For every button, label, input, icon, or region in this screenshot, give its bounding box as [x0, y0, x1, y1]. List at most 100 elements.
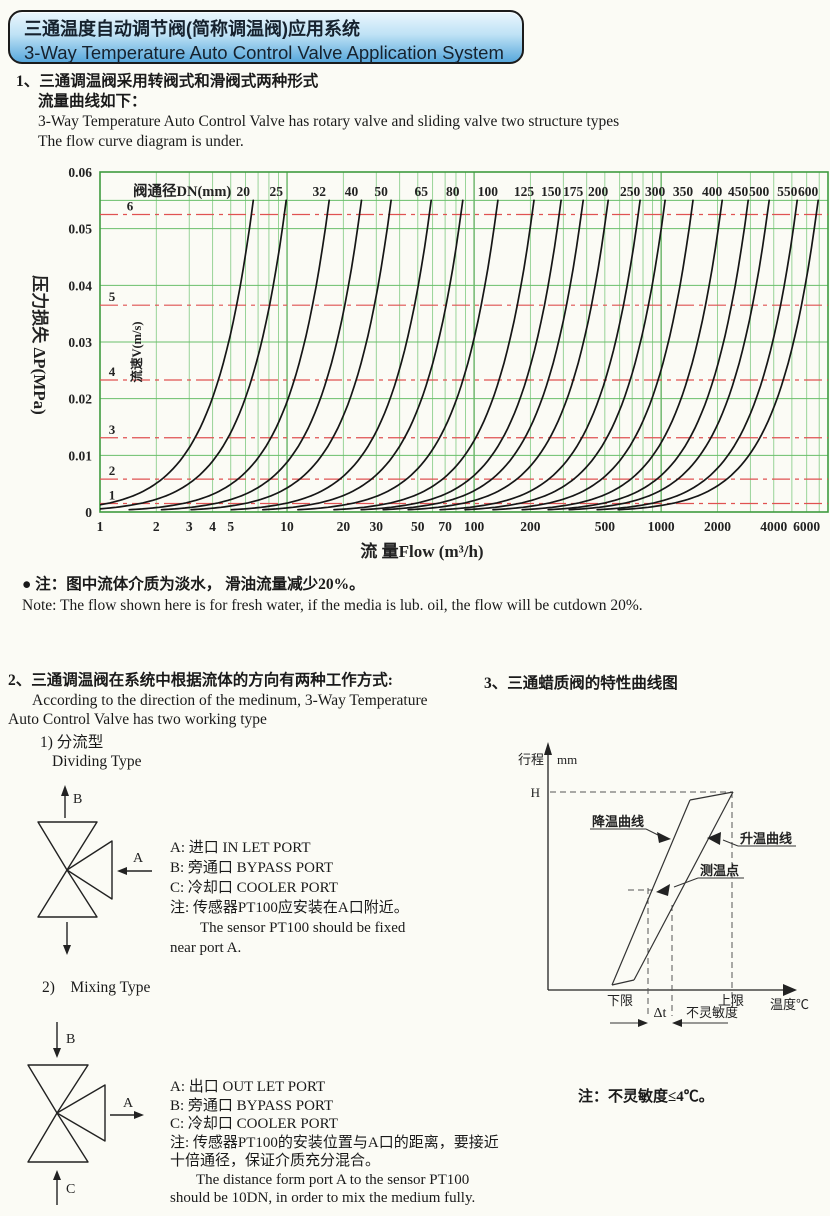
leader-arrow-icon: [656, 884, 670, 896]
svg-text:50: 50: [411, 519, 425, 534]
right-arrow-icon: [783, 984, 797, 996]
svg-text:4: 4: [209, 519, 216, 534]
port-b-arrow-icon: [53, 1022, 61, 1058]
valve-body-icon: [37, 821, 113, 918]
svg-text:150: 150: [541, 184, 562, 199]
svg-text:2000: 2000: [704, 519, 731, 534]
chart-note: ● 注：图中流体介质为淡水， 滑油流量减少20%。 Note: The flow…: [22, 574, 643, 616]
port-a-arrow-icon: [110, 1111, 144, 1119]
valve-body-icon: [27, 1064, 106, 1163]
svg-text:550: 550: [777, 184, 798, 199]
axes: [544, 742, 797, 996]
section1-line-en2: The flow curve diagram is under.: [38, 133, 244, 150]
svg-text:1: 1: [97, 519, 104, 534]
svg-text:600: 600: [798, 184, 819, 199]
title-banner: 三通温度自动调节阀(简称调温阀)应用系统 3-Way Temperature A…: [8, 10, 524, 64]
dim-arrow-icon: [638, 1019, 648, 1027]
lower-limit-label: 下限: [607, 993, 633, 1008]
delta-t-dimension: Δt 不灵敏度: [610, 1005, 738, 1027]
svg-text:100: 100: [478, 184, 499, 199]
port-note-en1: The distance form port A to the sensor P…: [196, 1171, 470, 1188]
svg-text:3: 3: [186, 519, 193, 534]
page-title-en: 3-Way Temperature Auto Control Valve App…: [24, 42, 504, 63]
h-label: H: [531, 785, 540, 800]
svg-text:1000: 1000: [648, 519, 675, 534]
insensitivity-label: 不灵敏度: [686, 1005, 738, 1020]
svg-text:65: 65: [414, 184, 428, 199]
flow-curves: [100, 199, 820, 511]
port-b-label: B: [73, 792, 82, 807]
heating-curve-label: 升温曲线: [740, 831, 792, 846]
dividing-type-label-en: Dividing Type: [52, 753, 142, 770]
cooling-curve-label: 降温曲线: [592, 814, 644, 829]
svg-text:0.04: 0.04: [68, 278, 92, 293]
dim-arrow-icon: [672, 1019, 682, 1027]
svg-text:3: 3: [109, 422, 116, 437]
svg-text:流 量Flow (m³/h): 流 量Flow (m³/h): [360, 541, 483, 561]
port-line: A: 出口 OUT LET PORT: [170, 1079, 326, 1095]
port-a-label: A: [123, 1096, 134, 1111]
mixing-port-legend: A: 出口 OUT LET PORT B: 旁通口 BYPASS PORT C:…: [170, 1078, 499, 1208]
svg-text:0.01: 0.01: [68, 448, 92, 463]
section2-en1: According to the direction of the medinu…: [32, 691, 428, 709]
mixing-type-label: 2) Mixing Type: [42, 979, 151, 996]
leader-arrow-icon: [657, 832, 671, 843]
svg-text:30: 30: [370, 519, 384, 534]
svg-text:10: 10: [280, 519, 294, 534]
port-a-label: A: [133, 851, 144, 866]
svg-text:0.03: 0.03: [68, 335, 92, 350]
port-line: C: 冷却口 COOLER PORT: [170, 1116, 338, 1132]
svg-text:500: 500: [749, 184, 770, 199]
port-line: A: 进口 IN LET PORT: [170, 840, 311, 856]
port-note-zh: 注: 传感器PT100应安装在A口附近。: [170, 900, 409, 916]
delta-t-label: Δt: [654, 1006, 667, 1021]
page-title-zh: 三通温度自动调节阀(简称调温阀)应用系统: [24, 19, 360, 39]
heating-curve-callout: 升温曲线: [707, 831, 796, 847]
dividing-type-label-zh: 1) 分流型: [40, 733, 104, 751]
svg-text:80: 80: [446, 184, 460, 199]
chart-note-en: Note: The flow shown here is for fresh w…: [22, 597, 643, 614]
dividing-port-legend: A: 进口 IN LET PORT B: 旁通口 BYPASS PORT C: …: [170, 838, 409, 958]
section2-heading-zh: 2、三通调温阀在系统中根据流体的方向有两种工作方式:: [8, 672, 393, 689]
port-c-arrow-icon: [63, 922, 71, 955]
svg-text:流速V(m/s): 流速V(m/s): [129, 321, 144, 382]
svg-text:250: 250: [620, 184, 641, 199]
svg-text:0: 0: [85, 505, 92, 520]
stroke-axis-label: 行程: [518, 752, 544, 767]
svg-text:500: 500: [595, 519, 616, 534]
svg-text:压力损失 ΔP(MPa): 压力损失 ΔP(MPa): [30, 275, 50, 415]
section2-text: 2、三通调温阀在系统中根据流体的方向有两种工作方式: According to …: [8, 671, 428, 772]
temperature-axis-label: 温度℃: [770, 997, 809, 1012]
svg-text:350: 350: [673, 184, 694, 199]
section1-heading-zh: 1、三通调温阀采用转阀式和滑阀式两种形式: [16, 73, 319, 90]
dividing-valve-diagram: B A: [37, 785, 152, 955]
port-b-label: B: [66, 1032, 75, 1047]
svg-text:20: 20: [337, 519, 351, 534]
svg-text:200: 200: [520, 519, 541, 534]
svg-text:25: 25: [269, 184, 283, 199]
svg-text:0.02: 0.02: [68, 392, 92, 407]
port-c-arrow-icon: [53, 1170, 61, 1205]
svg-text:5: 5: [227, 519, 234, 534]
port-note-en2: should be 10DN, in order to mix the medi…: [170, 1190, 476, 1206]
svg-text:20: 20: [237, 184, 251, 199]
svg-text:2: 2: [153, 519, 160, 534]
stroke-axis-unit: mm: [557, 752, 577, 767]
section1-text: 1、三通调温阀采用转阀式和滑阀式两种形式 流量曲线如下： 3-Way Tempe…: [16, 72, 619, 152]
port-b-arrow-icon: [61, 785, 69, 818]
svg-text:1: 1: [109, 488, 116, 503]
svg-text:2: 2: [109, 463, 116, 478]
reference-dashes: [550, 791, 733, 1016]
leader-arrow-icon: [707, 832, 721, 845]
wax-characteristic-diagram: 行程 mm H 降温曲线 升温曲线: [518, 742, 809, 1027]
section3-heading-zh: 3、三通蜡质阀的特性曲线图: [484, 675, 678, 692]
measure-point-label: 测温点: [700, 863, 739, 878]
section1-line-en1: 3-Way Temperature Auto Control Valve has…: [38, 113, 620, 130]
up-arrow-icon: [544, 742, 552, 755]
svg-text:50: 50: [374, 184, 388, 199]
svg-text:32: 32: [312, 184, 326, 199]
hysteresis-band: [611, 791, 734, 986]
svg-text:阀通径DN(mm): 阀通径DN(mm): [133, 182, 231, 200]
